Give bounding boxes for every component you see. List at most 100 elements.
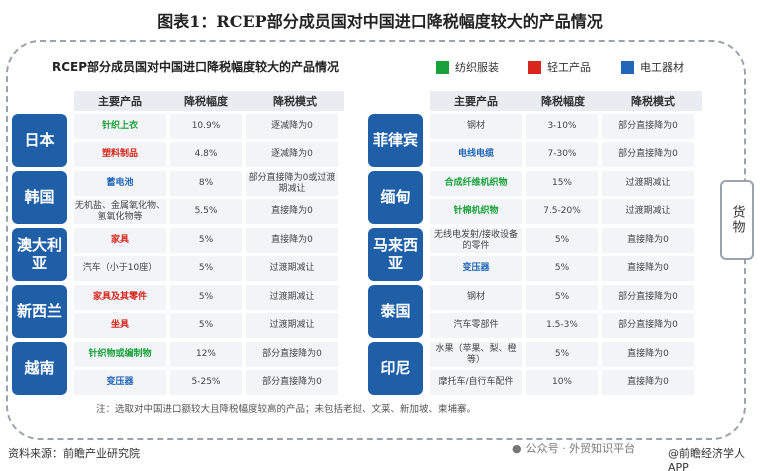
- table-subtitle: RCEP部分成员国对中国进口降税幅度较大的产品情况: [52, 60, 340, 74]
- goods-side-tab: 货物: [720, 180, 754, 260]
- goods-side-tab-label: 货物: [729, 205, 745, 235]
- table-row: 电线电缆 7-30% 部分直接降为0: [430, 142, 694, 167]
- product-cell: 家具: [74, 228, 166, 253]
- legend-item-light-industry: 轻工产品: [528, 59, 591, 75]
- country-label: 马来西亚: [368, 228, 423, 281]
- product-cell: 变压器: [430, 256, 522, 281]
- wechat-icon: ●: [512, 441, 522, 455]
- table-row: 针棉机织物 7.5-20% 过渡期减让: [430, 199, 694, 224]
- rate-cell: 5%: [170, 313, 242, 338]
- rate-cell: 5-25%: [170, 370, 242, 395]
- rate-cell: 5%: [170, 256, 242, 281]
- table-note: 注：选取对中国进口额较大且降税幅度较高的产品；未包括老挝、文莱、新加坡、柬埔寨。: [96, 404, 477, 415]
- table-row: 汽车（小于10座） 5% 过渡期减让: [74, 256, 338, 281]
- product-cell: 无线电发射/接收设备的零件: [430, 228, 522, 253]
- legend-label-textile: 纺织服装: [455, 61, 499, 74]
- product-cell: 家具及其零件: [74, 285, 166, 310]
- product-cell: 针织上衣: [74, 114, 166, 139]
- table-row: 家具 5% 直接降为0: [74, 228, 338, 253]
- product-cell: 合成纤维机织物: [430, 171, 522, 196]
- mode-cell: 部分直接降为0: [246, 370, 338, 395]
- product-cell: 无机盐、金属氧化物、氢氧化物等: [74, 199, 166, 224]
- table-row: 家具及其零件 5% 过渡期减让: [74, 285, 338, 310]
- country-label: 印尼: [368, 342, 423, 395]
- product-cell: 钢材: [430, 285, 522, 310]
- product-cell: 针织物或编制物: [74, 342, 166, 367]
- table-row: 坐具 5% 过渡期减让: [74, 313, 338, 338]
- table-row: 塑料制品 4.8% 逐减降为0: [74, 142, 338, 167]
- mode-cell: 部分直接降为0: [246, 342, 338, 367]
- header-mode: 降税模式: [631, 95, 675, 108]
- legend-swatch-blue: [621, 60, 634, 74]
- table-row: 针织上衣 10.9% 逐减降为0: [74, 114, 338, 139]
- mode-cell: 直接降为0: [602, 256, 694, 281]
- table-row: 水果（苹果、梨、橙等） 5% 直接降为0: [430, 342, 694, 367]
- mode-cell: 过渡期减让: [602, 171, 694, 196]
- rate-cell: 1.5-3%: [526, 313, 598, 338]
- country-label: 澳大利亚: [12, 228, 67, 281]
- table-row: 钢材 3-10% 部分直接降为0: [430, 114, 694, 139]
- mode-cell: 直接降为0: [602, 228, 694, 253]
- table-row: 汽车零部件 1.5-3% 部分直接降为0: [430, 313, 694, 338]
- legend-label-electrical: 电工器材: [640, 61, 684, 74]
- table-row: 无机盐、金属氧化物、氢氧化物等 5.5% 直接降为0: [74, 199, 338, 224]
- left-table-header: 主要产品 降税幅度 降税模式: [74, 91, 344, 111]
- mode-cell: 过渡期减让: [602, 199, 694, 224]
- header-rate: 降税幅度: [541, 95, 585, 108]
- product-cell: 针棉机织物: [430, 199, 522, 224]
- mode-cell: 直接降为0: [246, 228, 338, 253]
- rate-cell: 5%: [526, 285, 598, 310]
- table-row: 针织物或编制物 12% 部分直接降为0: [74, 342, 338, 367]
- table-row: 钢材 5% 部分直接降为0: [430, 285, 694, 310]
- header-rate: 降税幅度: [184, 95, 228, 108]
- country-label: 泰国: [368, 285, 423, 338]
- rate-cell: 7-30%: [526, 142, 598, 167]
- rate-cell: 5%: [526, 228, 598, 253]
- mode-cell: 部分直接降为0: [602, 313, 694, 338]
- product-cell: 电线电缆: [430, 142, 522, 167]
- mode-cell: 逐减降为0: [246, 142, 338, 167]
- mode-cell: 过渡期减让: [246, 256, 338, 281]
- country-label: 日本: [12, 114, 67, 167]
- rate-cell: 4.8%: [170, 142, 242, 167]
- country-label: 新西兰: [12, 285, 67, 338]
- rate-cell: 7.5-20%: [526, 199, 598, 224]
- product-cell: 钢材: [430, 114, 522, 139]
- data-source: 资料来源：前瞻产业研究院: [8, 447, 140, 460]
- rate-cell: 3-10%: [526, 114, 598, 139]
- rate-cell: 5%: [526, 256, 598, 281]
- product-cell: 坐具: [74, 313, 166, 338]
- right-table-header: 主要产品 降税幅度 降税模式: [430, 91, 702, 111]
- mode-cell: 逐减降为0: [246, 114, 338, 139]
- legend-label-light-industry: 轻工产品: [547, 61, 591, 74]
- legend-swatch-red: [528, 60, 541, 74]
- rate-cell: 5%: [170, 285, 242, 310]
- product-cell: 汽车（小于10座）: [74, 256, 166, 281]
- product-cell: 变压器: [74, 370, 166, 395]
- mode-cell: 过渡期减让: [246, 285, 338, 310]
- mode-cell: 部分直接降为0: [602, 285, 694, 310]
- wechat-watermark-text: 公众号 · 外贸知识平台: [525, 442, 636, 455]
- country-label: 菲律宾: [368, 114, 423, 167]
- mode-cell: 直接降为0: [602, 342, 694, 367]
- country-label: 韩国: [12, 171, 67, 224]
- figure-title: 图表1：RCEP部分成员国对中国进口降税幅度较大的产品情况: [157, 12, 603, 31]
- table-row: 无线电发射/接收设备的零件 5% 直接降为0: [430, 228, 694, 253]
- mode-cell: 部分直接降为0: [602, 142, 694, 167]
- header-product: 主要产品: [454, 95, 498, 108]
- rate-cell: 5.5%: [170, 199, 242, 224]
- rate-cell: 10.9%: [170, 114, 242, 139]
- rate-cell: 5%: [526, 342, 598, 367]
- legend-swatch-green: [436, 60, 449, 74]
- product-cell: 汽车零部件: [430, 313, 522, 338]
- header-product: 主要产品: [98, 95, 142, 108]
- mode-cell: 部分直接降为0或过渡期减让: [246, 171, 338, 196]
- product-cell: 塑料制品: [74, 142, 166, 167]
- rate-cell: 5%: [170, 228, 242, 253]
- country-label: 缅甸: [368, 171, 423, 224]
- table-row: 蓄电池 8% 部分直接降为0或过渡期减让: [74, 171, 338, 196]
- wechat-watermark: ● 公众号 · 外贸知识平台: [512, 440, 635, 456]
- mode-cell: 过渡期减让: [246, 313, 338, 338]
- product-cell: 摩托车/自行车配件: [430, 370, 522, 395]
- table-row: 摩托车/自行车配件 10% 直接降为0: [430, 370, 694, 395]
